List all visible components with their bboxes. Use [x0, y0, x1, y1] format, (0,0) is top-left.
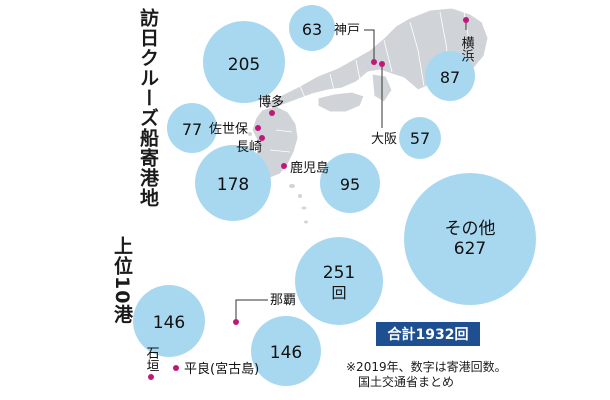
place-sasebo: 佐世保 [209, 122, 248, 137]
count-ishigaki: 146 [153, 313, 185, 333]
total-box: 合計1932回 [376, 322, 480, 346]
place-yokohama: 横浜 [459, 36, 475, 62]
land-honshu [261, 7, 489, 111]
unit-naha: 回 [331, 284, 346, 302]
note-line-1: ※2019年、数字は寄港回数。 [346, 360, 507, 374]
place-kagoshima: 鹿児島 [290, 160, 329, 176]
land-kyushu [251, 105, 299, 179]
bubble-kobe [289, 5, 335, 51]
count-hirara: 146 [270, 343, 302, 363]
count-kobe: 63 [302, 20, 322, 39]
marker-kagoshima [281, 163, 287, 169]
bubble-yokohama [425, 51, 475, 101]
leader-naha [235, 299, 268, 320]
place-naha: 那覇 [270, 293, 296, 308]
place-hakata: 博多 [258, 94, 284, 110]
count-kagoshima: 95 [340, 175, 360, 194]
place-hirara: 平良(宮古島) [184, 361, 259, 377]
count-other: 627 [454, 239, 486, 259]
bubble-osaka [399, 117, 441, 159]
port-markers [148, 17, 469, 380]
bubble-hakata [203, 21, 285, 103]
marker-naha [233, 319, 239, 325]
count-naha: 251 [323, 263, 355, 283]
marker-hakata [269, 110, 275, 116]
marker-yokohama [463, 17, 469, 23]
note-line-2: 国土交通省まとめ [358, 375, 455, 389]
place-kobe: 神戸 [334, 23, 360, 38]
marker-sasebo [255, 125, 261, 131]
bubble-ishigaki [133, 285, 205, 357]
prefecture-borders [269, 11, 471, 153]
count-sasebo: 77 [182, 120, 202, 139]
place-ishigaki: 石垣 [144, 346, 160, 372]
land-japan [251, 7, 489, 179]
title-line-2: 上位10港 [111, 236, 133, 325]
count-yokohama: 87 [440, 68, 460, 87]
count-osaka: 57 [410, 129, 430, 148]
bubble-hirara [251, 316, 321, 386]
marker-kobe [371, 59, 377, 65]
marker-osaka [379, 61, 385, 67]
count-hakata: 205 [228, 55, 260, 75]
note: ※2019年、数字は寄港回数。 国土交通省まとめ [346, 360, 507, 390]
leader-kobe [364, 29, 375, 60]
bubble-other [404, 173, 536, 305]
marker-hirara [173, 365, 179, 371]
bubble-kagoshima [320, 153, 380, 213]
place-osaka: 大阪 [371, 132, 397, 147]
title-line-1: 訪日クルーズ船寄港地 [137, 8, 159, 208]
bubbles [133, 5, 536, 386]
bubble-nagasaki [195, 145, 271, 221]
place-nagasaki: 長崎 [236, 140, 262, 155]
label-other: その他 [445, 219, 496, 239]
count-nagasaki: 178 [217, 175, 249, 195]
land-shikoku [317, 91, 365, 113]
marker-nagasaki [259, 135, 265, 141]
bubble-naha [295, 237, 383, 325]
bubble-sasebo [167, 103, 217, 153]
marker-ishigaki [148, 374, 154, 380]
